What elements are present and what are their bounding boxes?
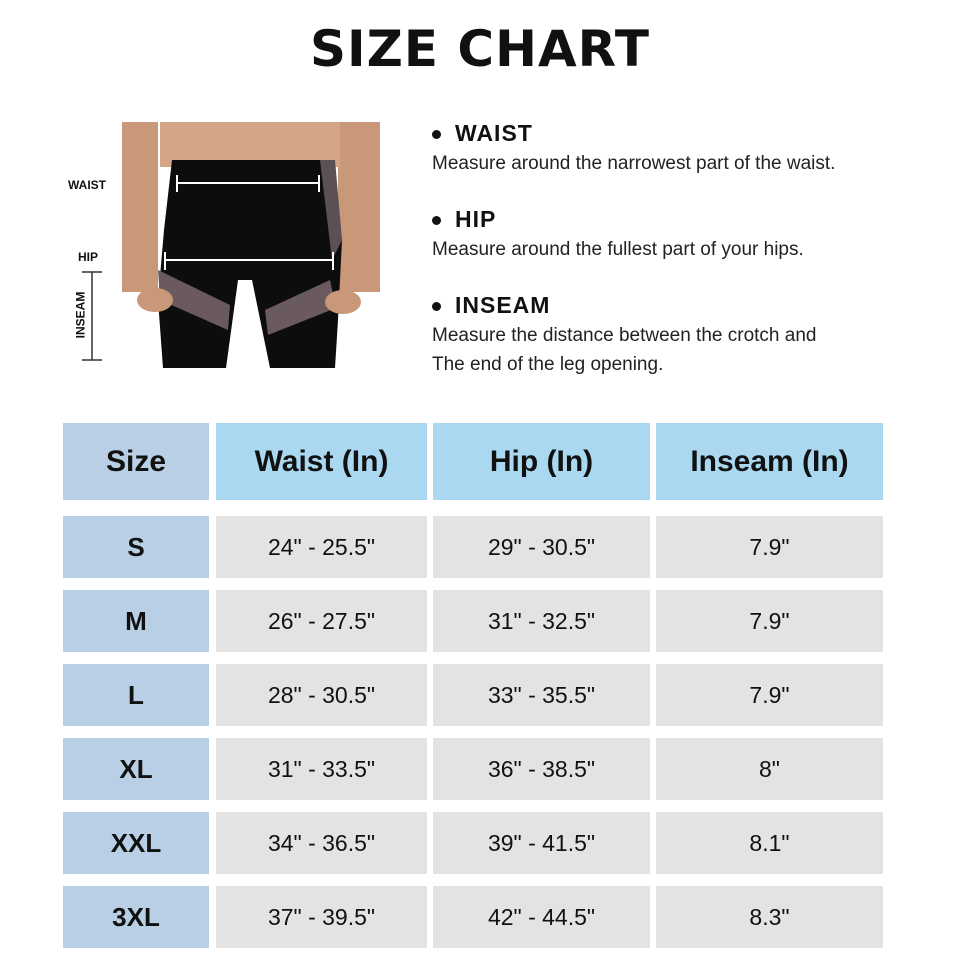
inseam-text-line1: Measure the distance between the crotch … <box>432 325 817 346</box>
cell-hip: 42" - 44.5" <box>433 886 650 948</box>
cell-inseam: 7.9" <box>656 590 883 652</box>
shorts-model-image <box>82 122 380 368</box>
cell-hip: 39" - 41.5" <box>433 812 650 874</box>
cell-waist: 28" - 30.5" <box>216 664 427 726</box>
cell-hip: 33" - 35.5" <box>433 664 650 726</box>
hip-instruction: HIP Measure around the fullest part of y… <box>432 206 932 264</box>
hip-heading: HIP <box>455 206 497 232</box>
cell-waist: 37" - 39.5" <box>216 886 427 948</box>
bullet-icon <box>432 216 441 226</box>
cell-inseam: 8.3" <box>656 886 883 948</box>
product-figure: WAIST HIP INSEAM <box>60 120 400 380</box>
hip-label: HIP <box>78 250 99 264</box>
hip-text: Measure around the fullest part of your … <box>432 239 804 260</box>
header-hip: Hip (In) <box>433 423 650 500</box>
cell-inseam: 8.1" <box>656 812 883 874</box>
inseam-heading: INSEAM <box>455 292 551 318</box>
cell-hip: 31" - 32.5" <box>433 590 650 652</box>
page-title: SIZE CHART <box>309 20 651 78</box>
cell-size: XXL <box>63 812 209 874</box>
cell-size: XL <box>63 738 209 800</box>
cell-hip: 36" - 38.5" <box>433 738 650 800</box>
cell-waist: 31" - 33.5" <box>216 738 427 800</box>
cell-inseam: 7.9" <box>656 516 883 578</box>
cell-size: M <box>63 590 209 652</box>
inseam-text-line2: The end of the leg opening. <box>432 354 664 375</box>
cell-waist: 26" - 27.5" <box>216 590 427 652</box>
waist-instruction: WAIST Measure around the narrowest part … <box>432 120 932 178</box>
cell-size: S <box>63 516 209 578</box>
cell-size: 3XL <box>63 886 209 948</box>
cell-waist: 24" - 25.5" <box>216 516 427 578</box>
bullet-icon <box>432 302 441 312</box>
cell-waist: 34" - 36.5" <box>216 812 427 874</box>
header-waist: Waist (In) <box>216 423 427 500</box>
cell-inseam: 7.9" <box>656 664 883 726</box>
cell-size: L <box>63 664 209 726</box>
inseam-label: INSEAM <box>73 291 88 339</box>
waist-text: Measure around the narrowest part of the… <box>432 153 836 174</box>
header-inseam: Inseam (In) <box>656 423 883 500</box>
cell-inseam: 8" <box>656 738 883 800</box>
header-size: Size <box>63 423 209 500</box>
waist-label: WAIST <box>68 178 106 192</box>
bullet-icon <box>432 130 441 140</box>
inseam-instruction: INSEAM Measure the distance between the … <box>432 292 932 379</box>
cell-hip: 29" - 30.5" <box>433 516 650 578</box>
waist-heading: WAIST <box>455 120 533 146</box>
